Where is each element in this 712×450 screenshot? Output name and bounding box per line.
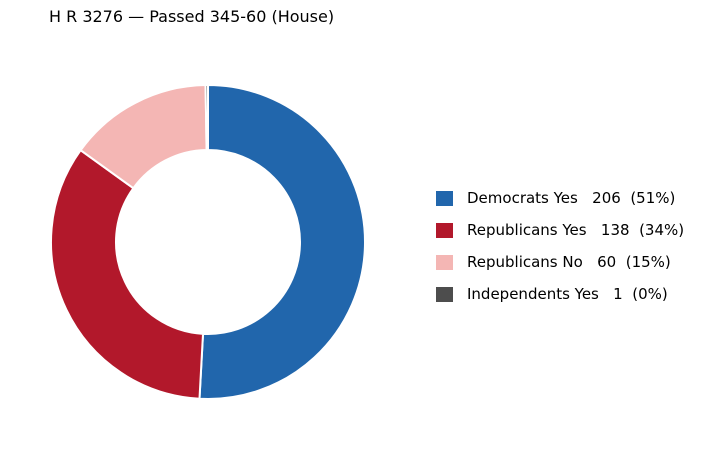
legend-item-independents-yes: Independents Yes 1 (0%) xyxy=(436,278,684,310)
legend-swatch-republicans-yes xyxy=(436,222,453,238)
chart-legend: Democrats Yes 206 (51%) Republicans Yes … xyxy=(436,182,684,310)
donut-slice-independents-yes xyxy=(204,83,209,152)
chart-title: H R 3276 — Passed 345-60 (House) xyxy=(49,7,335,26)
legend-swatch-independents-yes xyxy=(436,286,453,302)
legend-item-republicans-yes: Republicans Yes 138 (34%) xyxy=(436,214,684,246)
legend-label-republicans-yes: Republicans Yes 138 (34%) xyxy=(467,221,685,239)
legend-label-independents-yes: Independents Yes 1 (0%) xyxy=(467,285,668,303)
donut-slices xyxy=(50,83,366,400)
donut-slice-democrats-yes xyxy=(198,83,366,400)
legend-swatch-republicans-no xyxy=(436,254,453,270)
legend-label-democrats-yes: Democrats Yes 206 (51%) xyxy=(467,189,676,207)
legend-swatch-democrats-yes xyxy=(436,190,453,206)
legend-item-democrats-yes: Democrats Yes 206 (51%) xyxy=(436,182,684,214)
legend-item-republicans-no: Republicans No 60 (15%) xyxy=(436,246,684,278)
donut-slice-republicans-yes xyxy=(50,148,205,400)
legend-label-republicans-no: Republicans No 60 (15%) xyxy=(467,253,671,271)
